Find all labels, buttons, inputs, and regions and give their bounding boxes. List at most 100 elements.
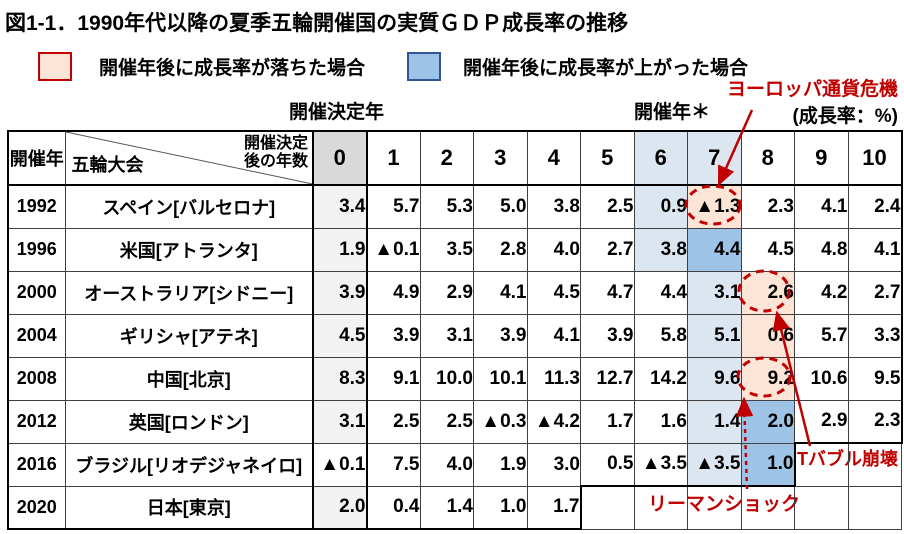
cell-2012-y5: 1.7 (580, 399, 635, 444)
cell-2008-y0: 8.3 (312, 356, 368, 401)
cell-2000-y1: 4.9 (366, 270, 421, 315)
cell-2020-y1: 0.4 (366, 485, 421, 530)
cell-2000-y3: 4.1 (473, 270, 528, 315)
cell-1992-y1: 5.7 (366, 184, 421, 229)
year-cell-2008: 2008 (7, 356, 66, 401)
year-cell-1992: 1992 (7, 184, 66, 229)
games-cell-2020: 日本[東京] (64, 485, 314, 530)
cell-2012-y9: 2.9 (794, 399, 849, 444)
cell-2016-y4: 3.0 (526, 442, 581, 487)
cell-1996-y1: ▲0.1 (366, 227, 421, 272)
cell-1992-y0: 3.4 (312, 184, 368, 229)
cell-1992-y4: 3.8 (526, 184, 581, 229)
cell-1996-y4: 4.0 (526, 227, 581, 272)
cell-2012-y1: 2.5 (366, 399, 421, 444)
cell-2004-y9: 5.7 (794, 313, 849, 358)
cell-2000-y10: 2.7 (847, 270, 903, 315)
cell-2008-y6: 14.2 (633, 356, 688, 401)
cell-1992-y6: 0.9 (633, 184, 688, 229)
cell-2004-y5: 3.9 (580, 313, 635, 358)
cell-1992-y2: 5.3 (419, 184, 474, 229)
annotation-europe-currency-crisis: ヨーロッパ通貨危機 (726, 79, 898, 100)
cell-2016-y2: 4.0 (419, 442, 474, 487)
col-header-8: 8 (740, 130, 795, 186)
cell-2004-y1: 3.9 (366, 313, 421, 358)
cell-2008-y1: 9.1 (366, 356, 421, 401)
cell-2016-y8: 1.0 (740, 442, 796, 487)
games-cell-1992: スペイン[バルセロナ] (64, 184, 314, 229)
cell-2012-y3: ▲0.3 (473, 399, 528, 444)
year-cell-2004: 2004 (7, 313, 66, 358)
cell-1996-y5: 2.7 (580, 227, 635, 272)
cell-2016-y5: 0.5 (580, 442, 635, 487)
games-cell-2012: 英国[ロンドン] (64, 399, 314, 444)
cell-2004-y8: 0.6 (740, 313, 795, 358)
cell-2008-y8: 9.2 (740, 356, 795, 401)
cell-1996-y7: 4.4 (687, 227, 742, 272)
diagonal-divider (66, 132, 313, 184)
cell-2000-y9: 4.2 (794, 270, 849, 315)
cell-2004-y4: 4.1 (526, 313, 581, 358)
cell-2000-y4: 4.5 (526, 270, 581, 315)
cell-2012-y10: 2.3 (847, 399, 903, 444)
year-cell-2000: 2000 (7, 270, 66, 315)
cell-1992-y8: 2.3 (740, 184, 795, 229)
col-header-3: 3 (473, 130, 528, 186)
cell-2000-y8: 2.6 (740, 270, 795, 315)
col-header-0: 0 (312, 130, 368, 186)
empty-2016-y9 (794, 442, 849, 487)
cell-2016-y3: 1.9 (473, 442, 528, 487)
games-cell-2004: ギリシャ[アテネ] (64, 313, 314, 358)
cell-2008-y9: 10.6 (794, 356, 849, 401)
cell-2008-y4: 11.3 (526, 356, 581, 401)
cell-2004-y10: 3.3 (847, 313, 903, 358)
games-cell-2016: ブラジル[リオデジャネイロ] (64, 442, 314, 487)
year-cell-2016: 2016 (7, 442, 66, 487)
cell-2012-y2: 2.5 (419, 399, 474, 444)
cell-1996-y6: 3.8 (633, 227, 688, 272)
cell-2020-y4: 1.7 (526, 485, 582, 530)
cell-2004-y3: 3.9 (473, 313, 528, 358)
cell-1996-y8: 4.5 (740, 227, 795, 272)
year-cell-1996: 1996 (7, 227, 66, 272)
cell-2008-y7: 9.6 (687, 356, 742, 401)
cell-2020-y2: 1.4 (419, 485, 474, 530)
cell-1992-y5: 2.5 (580, 184, 635, 229)
empty-2020-y8 (740, 485, 795, 530)
cell-2012-y4: ▲4.2 (526, 399, 581, 444)
cell-2012-y0: 3.1 (312, 399, 368, 444)
legend-swatch-rose (407, 52, 442, 81)
cell-2020-y3: 1.0 (473, 485, 528, 530)
cell-2000-y2: 2.9 (419, 270, 474, 315)
col-header-5: 5 (580, 130, 635, 186)
legend-label-rose: 開催年後に成長率が上がった場合 (463, 58, 749, 79)
cell-1996-y3: 2.8 (473, 227, 528, 272)
cell-2004-y6: 5.8 (633, 313, 688, 358)
cell-2008-y10: 9.5 (847, 356, 903, 401)
cell-1996-y0: 1.9 (312, 227, 368, 272)
cell-2000-y0: 3.9 (312, 270, 368, 315)
col-header-2: 2 (419, 130, 474, 186)
col-header-6: 6 (633, 130, 688, 186)
cell-1992-y3: 5.0 (473, 184, 528, 229)
col-header-4: 4 (526, 130, 581, 186)
cell-2012-y7: 1.4 (687, 399, 742, 444)
col-header-10: 10 (847, 130, 903, 186)
cell-2012-y6: 1.6 (633, 399, 688, 444)
cell-2008-y3: 10.1 (473, 356, 528, 401)
empty-2020-y9 (794, 485, 849, 530)
cell-2004-y0: 4.5 (312, 313, 368, 358)
cell-2016-y6: ▲3.5 (633, 442, 688, 487)
col-header-1: 1 (366, 130, 421, 186)
empty-2020-y7 (687, 485, 742, 530)
year-cell-2012: 2012 (7, 399, 66, 444)
year-cell-2020: 2020 (7, 485, 66, 530)
cell-1996-y2: 3.5 (419, 227, 474, 272)
figure-title: 図1-1．1990年代以降の夏季五輪開催国の実質ＧＤＰ成長率の推移 (5, 12, 629, 35)
empty-2016-y10 (847, 442, 902, 487)
cell-1992-y9: 4.1 (794, 184, 849, 229)
cell-2016-y1: 7.5 (366, 442, 421, 487)
cell-2012-y8: 2.0 (740, 399, 795, 444)
label-host-year: 開催年＊ (634, 102, 711, 123)
cell-2000-y7: 3.1 (687, 270, 742, 315)
